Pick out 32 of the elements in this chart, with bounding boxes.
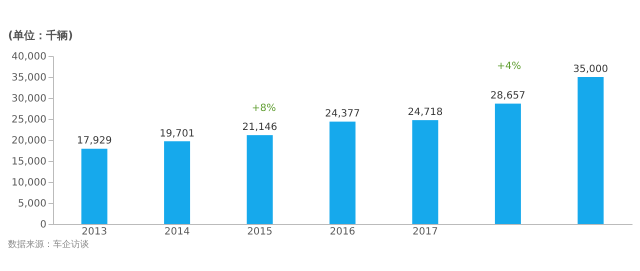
source-note: 数据来源：车企访谈 xyxy=(8,239,89,250)
data-label: 24,718 xyxy=(408,107,443,118)
y-tick-label: 15,000 xyxy=(12,156,46,168)
data-label: 35,000 xyxy=(573,64,608,75)
bar xyxy=(164,141,190,224)
x-tick-label: 2017 xyxy=(412,226,438,238)
data-label: 19,701 xyxy=(160,128,195,140)
data-label: 21,146 xyxy=(242,122,278,134)
y-tick-label: 10,000 xyxy=(12,178,46,188)
y-tick-label: 25,000 xyxy=(12,114,46,126)
x-tick-label: 2015 xyxy=(247,226,273,238)
bar xyxy=(246,135,273,224)
annotation: +4% xyxy=(496,61,522,72)
x-tick-label: 2013 xyxy=(82,226,108,238)
x-tick-label: 2016 xyxy=(330,226,356,238)
bar xyxy=(494,104,521,224)
bar xyxy=(578,77,604,224)
x-tick-label: 2014 xyxy=(164,226,190,238)
y-tick-label: 5,000 xyxy=(18,198,46,210)
bar xyxy=(412,120,438,224)
data-label: 17,929 xyxy=(76,136,112,147)
data-label: 28,657 xyxy=(490,90,526,102)
y-axis-title: (单位：千辆) xyxy=(8,29,74,42)
y-tick-label: 20,000 xyxy=(12,136,46,146)
y-tick-label: 40,000 xyxy=(12,52,46,62)
bar xyxy=(330,122,356,224)
bar xyxy=(81,148,108,224)
y-tick-label: 35,000 xyxy=(12,72,46,84)
y-tick-label: 30,000 xyxy=(12,94,46,104)
data-label: 24,377 xyxy=(325,108,360,120)
y-tick-label: 0 xyxy=(40,220,46,230)
annotation: +8% xyxy=(252,103,276,114)
